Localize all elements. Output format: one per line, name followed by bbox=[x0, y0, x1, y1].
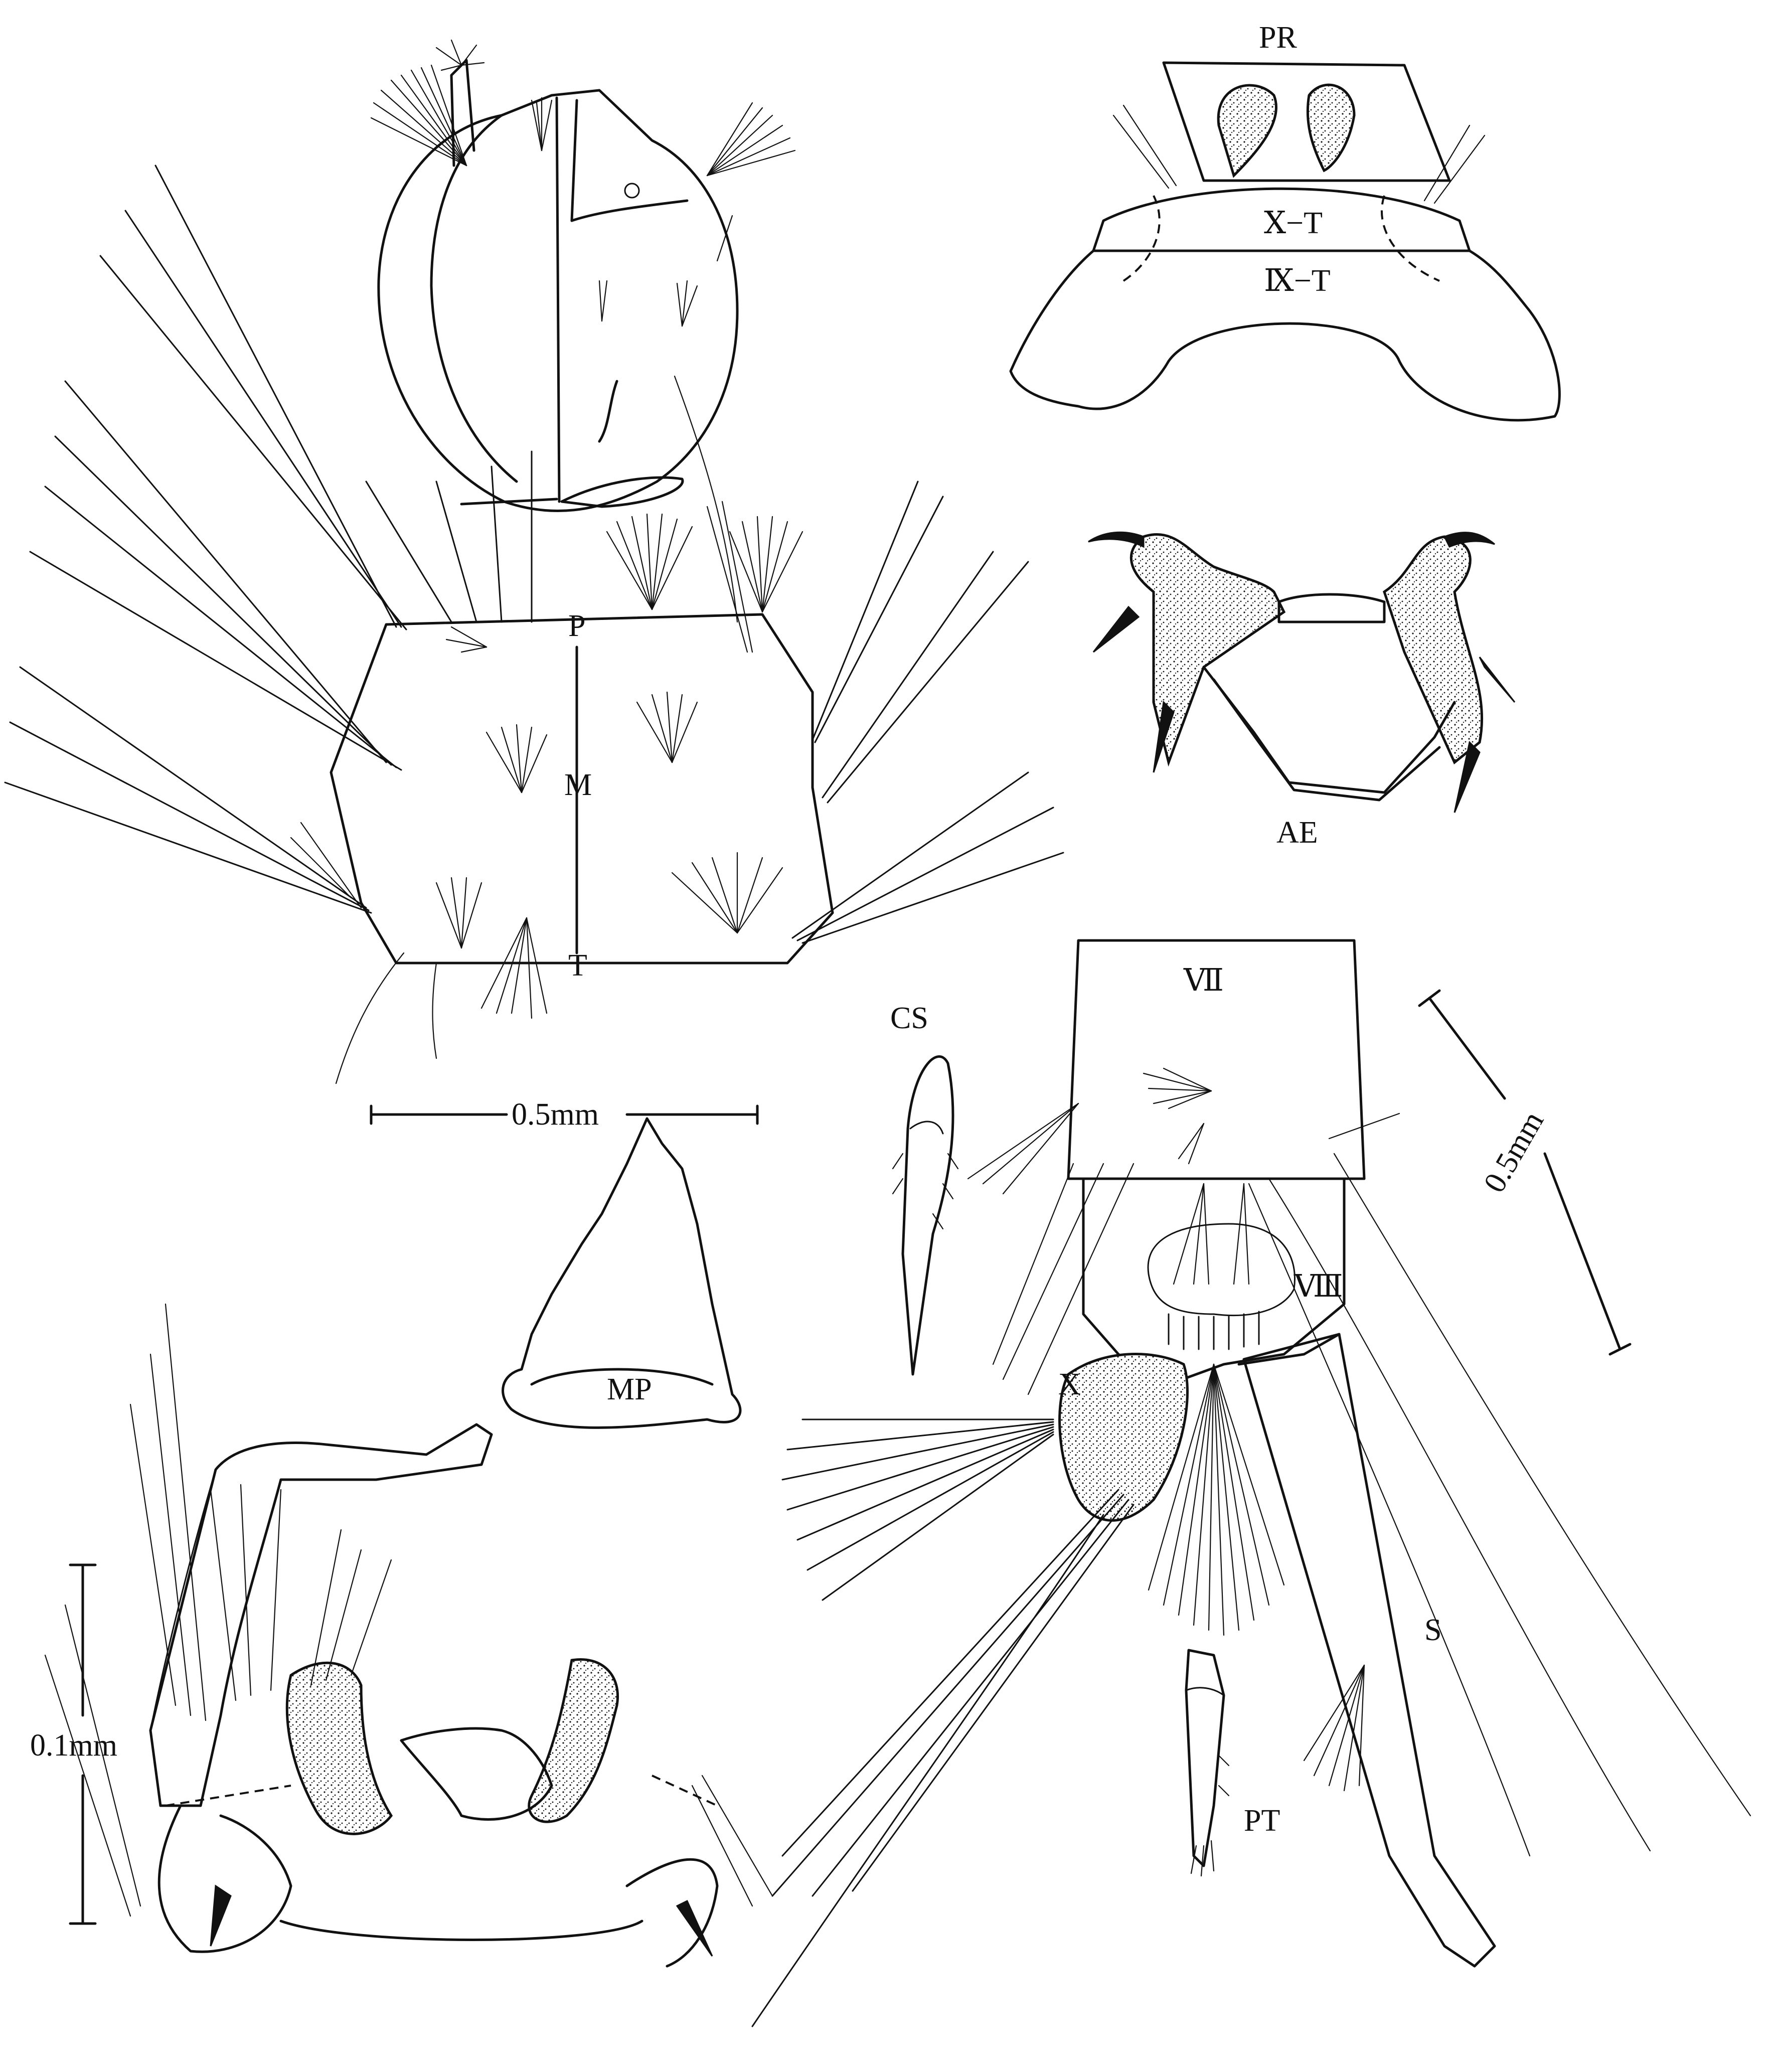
lateral-plumose-setae bbox=[4, 165, 1064, 944]
mental-plate-detail: MP bbox=[502, 1117, 742, 1429]
scale-label-thorax: 0.5mm bbox=[512, 1097, 599, 1132]
comb-scales bbox=[1168, 1311, 1260, 1350]
thoracic-setal-tufts bbox=[335, 501, 803, 1084]
head-setal-tufts bbox=[370, 64, 796, 623]
scale-bar-abdomen: 0.5mm bbox=[1418, 989, 1632, 1356]
label-S: S bbox=[1424, 1613, 1441, 1647]
comb-scale-detail: CS bbox=[890, 1001, 959, 1376]
label-CS: CS bbox=[890, 1001, 928, 1035]
label-T: T bbox=[568, 948, 587, 983]
label-VII: Ⅶ bbox=[1183, 964, 1224, 998]
label-VIII: Ⅷ bbox=[1294, 1269, 1343, 1304]
male-terminalia-drawing bbox=[44, 1303, 773, 1968]
thorax-drawing: P M T bbox=[4, 165, 1064, 1084]
label-PT: PT bbox=[1244, 1804, 1280, 1838]
label-X: X bbox=[1058, 1367, 1081, 1401]
segment-setae bbox=[967, 1067, 1751, 1857]
scale-bar-terminalia: 0.1mm bbox=[30, 1563, 117, 1925]
label-IX-T: Ⅸ−T bbox=[1264, 264, 1331, 298]
label-AE: AE bbox=[1276, 816, 1318, 850]
scale-label-abdomen: 0.5mm bbox=[1477, 1105, 1550, 1198]
caudal-setae bbox=[751, 1418, 1135, 2027]
pecten-segment-drawing: PR Ⅹ−T Ⅸ−T bbox=[1009, 21, 1561, 422]
gonocoxite-setae bbox=[44, 1303, 773, 1917]
scale-label-terminalia: 0.1mm bbox=[30, 1728, 117, 1763]
siphon-tuft bbox=[1303, 1664, 1365, 1792]
label-M: M bbox=[564, 768, 592, 802]
pecten-tooth-detail: PT bbox=[1185, 1649, 1280, 1877]
ventral-brush bbox=[1148, 1363, 1285, 1636]
scale-bar-thorax: 0.5mm bbox=[370, 1097, 759, 1132]
abdominal-segments-drawing: Ⅶ Ⅷ X S bbox=[751, 939, 1751, 2027]
label-P: P bbox=[568, 609, 585, 643]
larval-head-drawing bbox=[370, 39, 796, 623]
label-MP: MP bbox=[607, 1372, 652, 1406]
antenna-tip-setae bbox=[435, 39, 485, 71]
label-X-T: Ⅹ−T bbox=[1264, 206, 1323, 240]
label-PR: PR bbox=[1259, 21, 1297, 55]
aedeagus-drawing: AE bbox=[1088, 531, 1516, 850]
